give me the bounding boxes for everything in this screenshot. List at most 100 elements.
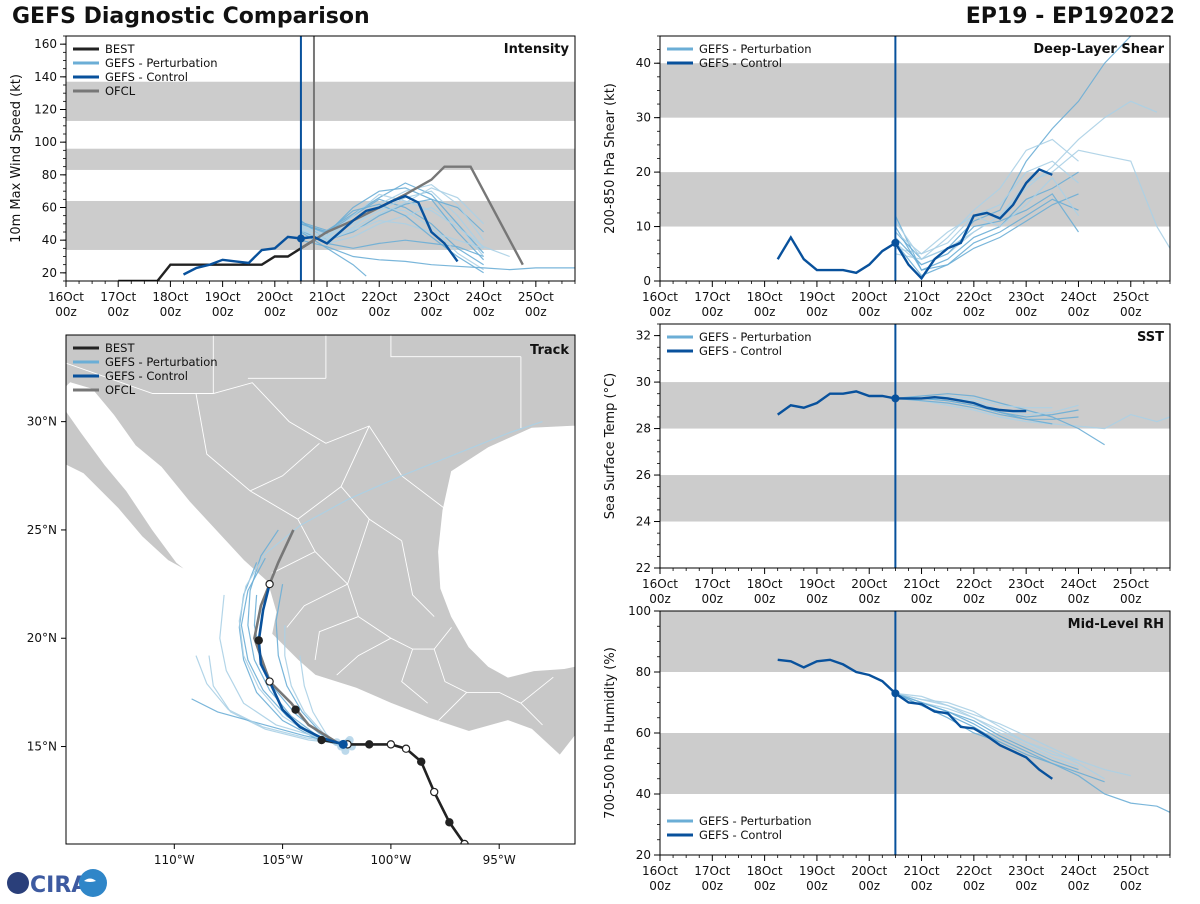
sst-perturbation-line [895,397,1079,420]
intensity-x-tick-label: 00z [55,305,77,319]
shear-y-axis-label: 200-850 hPa Shear (kt) [603,83,618,234]
sst-x-tick-label: 20Oct [851,577,887,591]
intensity-panel-title: Intensity [504,42,570,57]
track-legend-label: BEST [105,341,135,355]
track-panel: 110°W 105°W 100°W 95°W 30°N 25°N 20°N 15°N Track… [27,334,590,867]
intensity-x-tick-label: 00z [160,305,182,319]
intensity-init-marker [296,234,305,243]
shear-control-line [776,167,1053,281]
track-legend-label: GEFS - Perturbation [105,355,218,369]
rh-x-tick-label: 00z [963,879,985,893]
rh-y-tick-label: 60 [636,726,651,740]
sst-threshold-band [660,475,1170,522]
rh-x-tick-label: 00z [858,879,880,893]
rh-panel-title: Mid-Level RH [1068,617,1164,632]
sst-y-tick-label: 22 [636,561,651,575]
intensity-perturbation-line [300,239,575,271]
track-lat-tick-label: 30°N [27,415,57,429]
sst-y-axis-label: Sea Surface Temp (°C) [603,373,618,520]
intensity-y-tick-label: 120 [34,103,57,117]
track-lon-tick-label: 110°W [154,853,195,867]
sst-perturbation-line [895,397,1170,430]
sst-x-tick-label: 25Oct [1113,577,1149,591]
shear-perturbation-line [895,176,1079,255]
intensity-x-tick-label: 18Oct [152,290,188,304]
figure-title: GEFS Diagnostic Comparison [12,4,370,29]
best-track-point [401,744,411,753]
shear-x-tick-label: 00z [806,305,828,319]
rh-x-tick-label: 00z [1068,879,1090,893]
intensity-x-tick-label: 00z [264,305,286,319]
intensity-y-tick-label: 80 [42,168,57,182]
intensity-x-tick-label: 00z [368,305,390,319]
rh-x-tick-label: 00z [911,879,933,893]
intensity-legend-label: OFCL [105,84,136,98]
intensity-legend-label: GEFS - Perturbation [105,56,218,70]
intensity-threshold-band [66,81,575,121]
state-border [66,362,448,511]
sst-x-tick-label: 00z [1120,592,1142,606]
perturbation-track [238,421,543,748]
shear-x-tick-label: 00z [1068,305,1090,319]
sst-x-tick-label: 19Oct [799,577,835,591]
sst-init-marker [891,394,900,403]
intensity-x-tick-label: 17Oct [100,290,136,304]
shear-x-tick-label: 00z [1015,305,1037,319]
intensity-x-tick-label: 23Oct [413,290,449,304]
rh-x-tick-label: 17Oct [694,864,730,878]
intensity-ofcl-line [300,165,524,266]
shear-y-tick-label: 0 [643,274,651,288]
ofcl-track [253,529,338,744]
sst-x-tick-label: 00z [702,592,724,606]
mexico-mainland [66,335,575,756]
intensity-perturbation-line [300,182,485,254]
shear-y-tick-label: 10 [636,220,651,234]
logo-text: CIRA [30,873,88,898]
state-border [520,702,543,726]
intensity-perturbation-line [300,193,510,258]
shear-x-tick-label: 21Oct [904,290,940,304]
state-border [390,335,521,358]
rh-control-line [777,658,1053,780]
rh-perturbation-line [895,692,1131,777]
sst-x-tick-label: 18Oct [747,577,783,591]
shear-y-tick-label: 20 [636,165,651,179]
yucatan-edge [575,617,590,667]
intensity-x-tick-label: 20Oct [257,290,293,304]
intensity-y-tick-label: 20 [42,266,57,280]
best-track-point [386,740,396,749]
sst-x-tick-label: 00z [1015,592,1037,606]
intensity-x-tick-label: 00z [473,305,495,319]
sst-x-tick-label: 00z [963,592,985,606]
control-start-point [338,739,348,749]
sst-x-tick-label: 16Oct [642,577,678,591]
shear-threshold-band [660,63,1170,118]
sst-threshold-band [660,382,1170,429]
shear-threshold-band [660,172,1170,227]
ofcl-track-point [254,636,263,645]
shear-perturbation-line [894,138,1079,261]
intensity-legend-label: GEFS - Control [105,70,188,84]
best-track-point [445,818,454,827]
state-border [336,637,392,676]
state-border [438,692,468,721]
shear-x-tick-label: 00z [911,305,933,319]
sst-panel: 22242628303216Oct00z17Oct00z18Oct00z19Oc… [603,323,1171,606]
sst-y-tick-label: 24 [636,515,651,529]
sst-panel-title: SST [1137,330,1164,345]
logo-globe-icon [7,872,29,894]
rh-x-tick-label: 19Oct [799,864,835,878]
shear-x-tick-label: 17Oct [694,290,730,304]
intensity-x-tick-label: 00z [421,305,443,319]
ofcl-track-point [265,579,274,589]
intensity-x-tick-label: 00z [212,305,234,319]
best-track-point [365,740,374,749]
shear-x-tick-label: 00z [1120,305,1142,319]
intensity-y-tick-label: 60 [42,201,57,215]
intensity-y-tick-label: 100 [34,135,57,149]
shear-x-tick-label: 00z [754,305,776,319]
sst-control-line [777,390,1027,416]
track-lat-tick-label: 15°N [27,740,57,754]
shear-legend-label: GEFS - Control [699,56,782,70]
rh-x-tick-label: 00z [649,879,671,893]
